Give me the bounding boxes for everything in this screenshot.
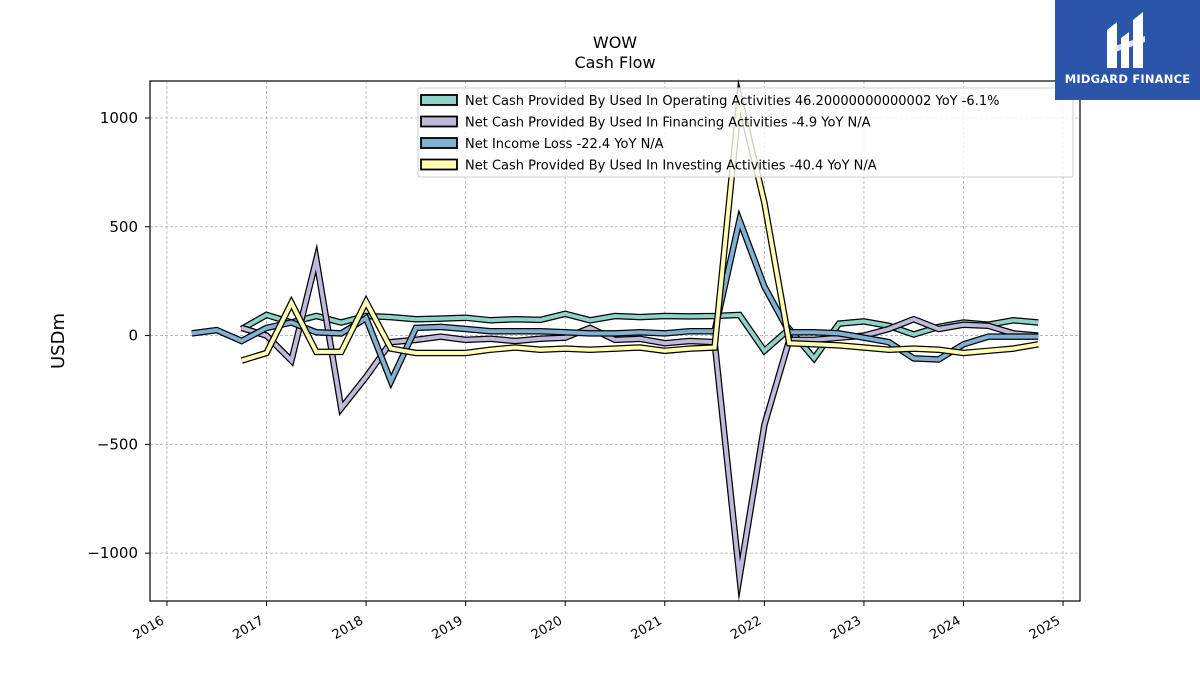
axis-ticks: 1000 500 0 −500 −1000 2016 2017 2018 2019 2020 202… bbox=[87, 109, 1064, 643]
x-tick-label: 2019 bbox=[429, 613, 465, 643]
y-tick-label: −500 bbox=[97, 435, 138, 453]
midgard-logo-mark-icon bbox=[1106, 12, 1145, 68]
logo-text: MIDGARD FINANCE bbox=[1064, 72, 1191, 86]
legend-box bbox=[417, 87, 1074, 178]
legend-label-financing-activities: Net Cash Provided By Used In Financing A… bbox=[465, 116, 871, 131]
series-line-net-income-loss bbox=[191, 213, 1039, 387]
x-tick-label: 2023 bbox=[828, 613, 864, 643]
x-tick-label: 2021 bbox=[629, 613, 665, 643]
x-tick-label: 2020 bbox=[529, 613, 565, 643]
legend-swatch-net-income-loss bbox=[420, 137, 458, 149]
x-tick-label: 2016 bbox=[131, 613, 167, 643]
plot-area-frame bbox=[149, 80, 1081, 602]
chart-title: WOW bbox=[593, 33, 637, 52]
legend-label-net-income-loss: Net Income Loss -22.4 YoY N/A bbox=[465, 137, 664, 152]
y-tick-label: 1000 bbox=[100, 109, 138, 127]
y-axis-label: USDm bbox=[48, 313, 69, 369]
legend-label-operating-activities: Net Cash Provided By Used In Operating A… bbox=[465, 94, 999, 109]
midgard-finance-logo: MIDGARD FINANCE bbox=[1055, 0, 1200, 100]
y-tick-label: 0 bbox=[128, 327, 138, 345]
y-tick-label: 500 bbox=[109, 218, 138, 236]
legend: Net Cash Provided By Used In Operating A… bbox=[417, 87, 1074, 178]
legend-label-investing-activities: Net Cash Provided By Used In Investing A… bbox=[465, 159, 877, 174]
x-tick-label: 2022 bbox=[728, 613, 764, 643]
legend-swatch-investing-activities bbox=[420, 158, 458, 171]
legend-swatch-operating-activities bbox=[420, 94, 458, 106]
x-tick-label: 2018 bbox=[330, 613, 366, 643]
plot-series bbox=[191, 78, 1039, 602]
chart-subtitle: Cash Flow bbox=[574, 53, 655, 72]
series-line-investing-activities bbox=[241, 86, 1039, 363]
series-line-financing-activities bbox=[241, 249, 1039, 593]
legend-swatch-financing-activities bbox=[420, 115, 458, 128]
x-tick-label: 2024 bbox=[927, 613, 963, 643]
x-tick-label: 2025 bbox=[1027, 613, 1063, 643]
x-tick-label: 2017 bbox=[230, 613, 266, 643]
y-tick-label: −1000 bbox=[87, 544, 138, 562]
